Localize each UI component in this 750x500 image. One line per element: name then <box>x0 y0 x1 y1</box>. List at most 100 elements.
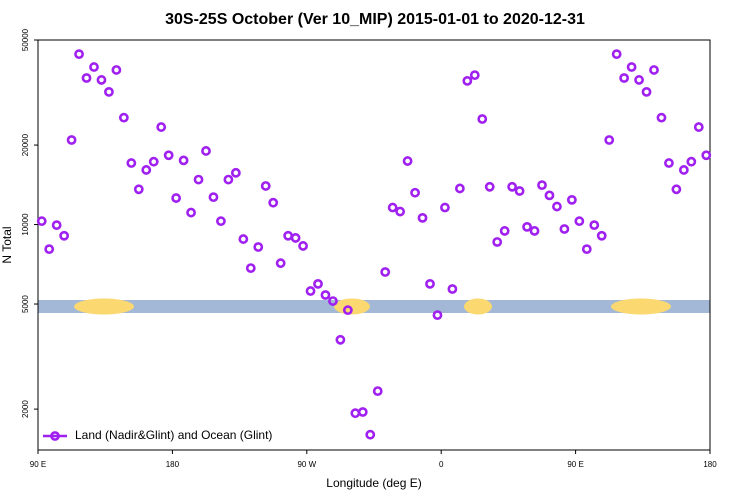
point <box>223 174 234 185</box>
point <box>559 224 570 234</box>
point <box>320 290 331 300</box>
point <box>469 70 480 81</box>
legend-marker <box>50 431 60 441</box>
x-axis-label: Longitude (deg E) <box>326 476 421 490</box>
y-tick-label: 2000 <box>21 400 30 418</box>
point <box>701 150 712 161</box>
point <box>111 65 122 75</box>
point <box>671 184 682 195</box>
point <box>529 226 540 236</box>
point <box>59 230 70 241</box>
point <box>678 165 689 175</box>
point <box>372 386 383 396</box>
point <box>492 237 503 247</box>
point <box>641 86 652 97</box>
point <box>574 216 585 227</box>
point <box>186 207 196 218</box>
point <box>402 156 413 166</box>
point <box>380 267 391 277</box>
point <box>484 181 495 192</box>
point <box>156 122 167 132</box>
point <box>626 62 637 72</box>
y-tick-label: 20000 <box>21 133 30 156</box>
point <box>148 156 159 167</box>
y-tick-label: 50000 <box>21 28 30 51</box>
point <box>365 429 376 440</box>
point <box>118 112 129 123</box>
point <box>74 49 84 60</box>
point <box>634 75 644 85</box>
point <box>51 220 62 231</box>
point <box>171 193 182 203</box>
point <box>664 158 674 168</box>
point <box>581 244 592 255</box>
point <box>201 146 211 156</box>
point <box>253 242 264 252</box>
point <box>686 156 697 167</box>
coverage-band <box>38 298 710 315</box>
point <box>544 190 555 201</box>
point <box>611 49 622 60</box>
plot-frame <box>37 39 711 451</box>
point <box>208 192 219 203</box>
x-tick-label: 90 E <box>567 460 583 469</box>
land-segment <box>74 298 134 315</box>
x-tick-label: 90 W <box>297 460 316 469</box>
point <box>96 75 107 85</box>
x-tick-label: 180 <box>166 460 180 469</box>
point <box>514 186 525 196</box>
point <box>604 135 615 145</box>
point <box>440 202 450 213</box>
point <box>104 86 114 97</box>
point <box>230 167 241 178</box>
x-tick-label: 90 E <box>30 460 46 469</box>
point <box>305 286 316 296</box>
point <box>342 305 353 316</box>
point <box>178 155 189 166</box>
point <box>44 244 55 255</box>
point <box>410 187 420 198</box>
point <box>89 62 99 72</box>
point <box>66 135 77 145</box>
point <box>477 114 488 124</box>
point <box>141 165 152 175</box>
land-segment <box>611 298 671 315</box>
point <box>328 296 338 306</box>
point <box>313 278 323 289</box>
point <box>126 158 137 168</box>
point <box>290 233 301 243</box>
point <box>596 230 607 241</box>
point <box>589 220 600 231</box>
point <box>36 216 47 227</box>
point <box>649 65 659 75</box>
point <box>81 73 92 83</box>
point <box>566 194 577 205</box>
y-tick-label: 5000 <box>21 295 30 313</box>
x-tick-label: 180 <box>703 460 717 469</box>
point <box>245 263 256 274</box>
point <box>499 226 510 236</box>
point <box>447 284 458 294</box>
point <box>522 221 532 232</box>
legend-label: Land (Nadir&Glint) and Ocean (Glint) <box>75 428 272 442</box>
chart-title: 30S-25S October (Ver 10_MIP) 2015-01-01 … <box>165 11 585 28</box>
point <box>298 241 308 251</box>
point <box>507 181 518 192</box>
point <box>357 407 368 417</box>
point <box>693 122 704 132</box>
point <box>268 197 279 208</box>
point <box>163 150 174 161</box>
point <box>216 216 226 227</box>
point <box>395 206 406 217</box>
point <box>656 112 667 123</box>
y-tick-label: 10000 <box>21 213 30 236</box>
point <box>417 212 428 223</box>
point <box>133 184 144 195</box>
point <box>193 174 204 185</box>
point <box>425 278 435 289</box>
point <box>238 234 249 244</box>
point <box>335 334 346 345</box>
point <box>619 73 630 83</box>
